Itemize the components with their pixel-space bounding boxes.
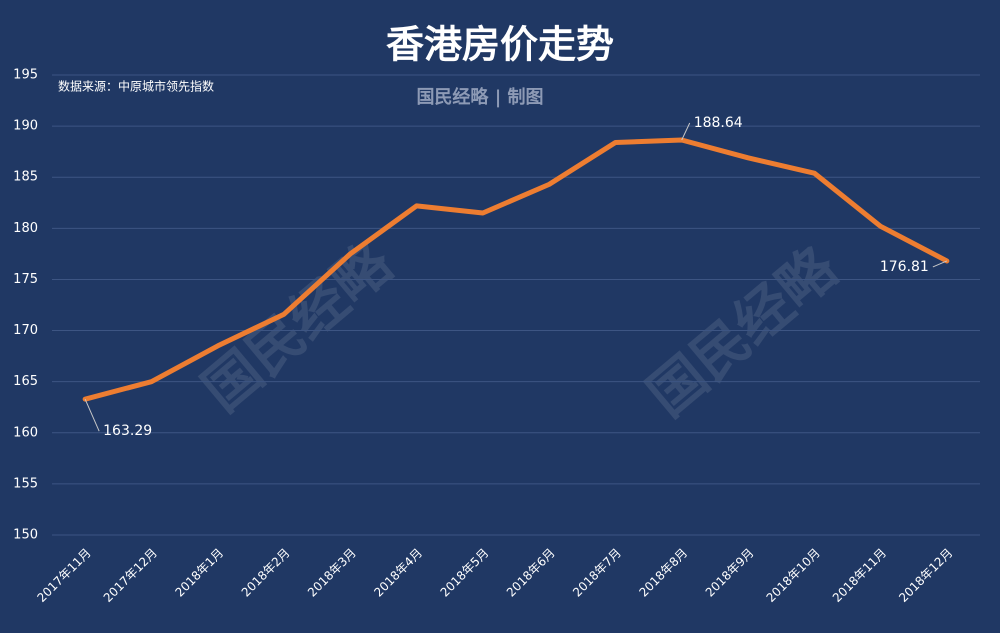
y-tick-label: 160 — [13, 425, 38, 440]
y-tick-label: 190 — [13, 119, 38, 134]
data-label: 176.81 — [880, 259, 929, 275]
label-leader — [84, 398, 100, 432]
y-tick-label: 155 — [13, 476, 38, 491]
chart-title: 香港房价走势 — [386, 22, 614, 67]
y-tick-label: 195 — [13, 68, 38, 83]
y-tick-label: 175 — [13, 272, 38, 287]
y-tick-label: 185 — [13, 170, 38, 185]
data-line — [82, 137, 950, 402]
chart-subtitle: 国民经略 | 制图 — [416, 86, 543, 108]
y-tick-label: 150 — [13, 528, 38, 543]
y-tick-label: 165 — [13, 374, 38, 389]
source-note: 数据来源：中原城市领先指数 — [58, 79, 214, 94]
label-leader — [681, 122, 691, 141]
data-label: 163.29 — [103, 423, 152, 439]
data-label: 188.64 — [694, 115, 743, 131]
label-leader — [932, 260, 948, 268]
y-tick-label: 170 — [13, 323, 38, 338]
y-tick-label: 180 — [13, 221, 38, 236]
